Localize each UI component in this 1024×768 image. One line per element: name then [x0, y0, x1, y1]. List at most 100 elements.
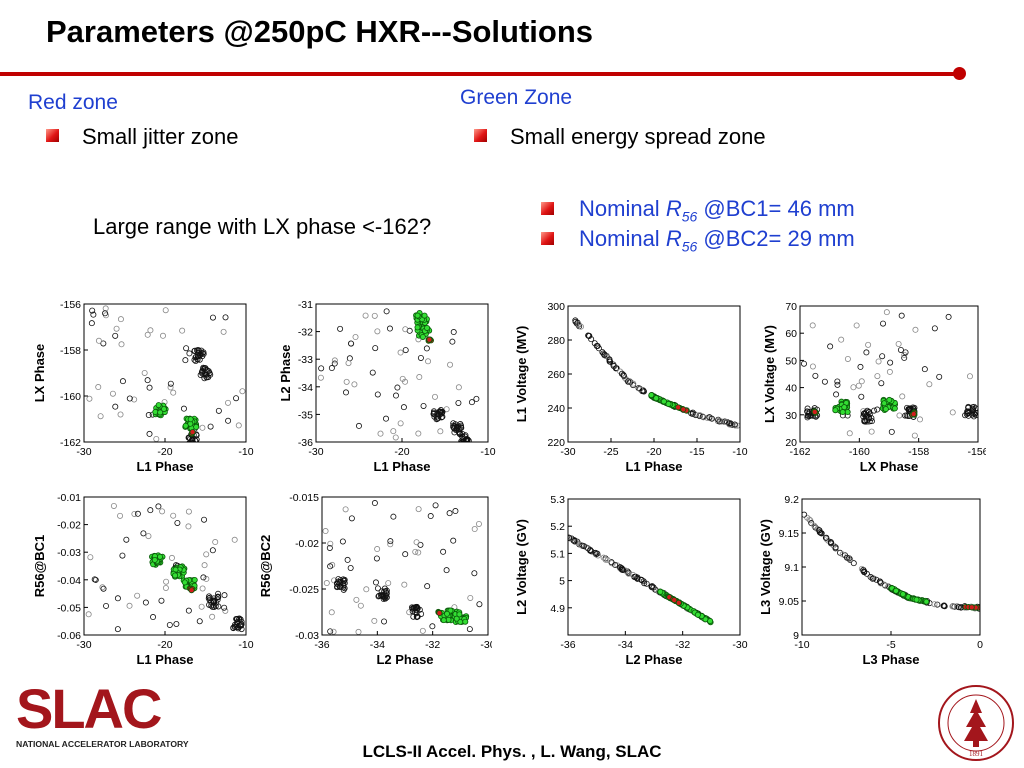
- grey-point: [402, 378, 409, 385]
- grey-point: [131, 510, 138, 517]
- black-point: [433, 416, 440, 423]
- green-point: [899, 591, 906, 598]
- plot-frame: [801, 498, 981, 636]
- black-point: [870, 575, 877, 582]
- black-point: [879, 353, 886, 360]
- x-tick-label: 0: [977, 639, 983, 651]
- x-tick-label: -30: [732, 639, 747, 651]
- title-divider: [0, 72, 960, 76]
- grey-point: [397, 349, 404, 356]
- grey-point: [691, 411, 698, 418]
- black-point: [843, 554, 850, 561]
- black-point: [903, 412, 910, 419]
- y-tick-label: 20: [785, 437, 797, 449]
- grey-point: [954, 603, 961, 610]
- chart-r56-bc2-vs-l2-phase: -36 -34 -32 -30 -0.015 -0.02 -0.025 -0.03 L2 Pha…: [256, 487, 492, 673]
- black-point: [210, 597, 217, 604]
- black-point: [850, 560, 857, 567]
- grey-point: [170, 389, 177, 396]
- grey-point: [600, 554, 607, 561]
- black-point: [471, 570, 478, 577]
- x-axis-label: L2 Phase: [625, 652, 682, 667]
- black-point: [112, 403, 119, 410]
- black-point: [435, 415, 442, 422]
- black-point: [337, 577, 344, 584]
- black-point: [100, 340, 107, 347]
- grey-point: [371, 617, 378, 624]
- black-point: [901, 354, 908, 361]
- black-point: [610, 362, 617, 369]
- y-tick-label: -0.025: [289, 584, 319, 596]
- black-point: [888, 428, 895, 435]
- grey-point: [317, 374, 324, 381]
- black-point: [328, 365, 335, 372]
- grey-point: [637, 386, 644, 393]
- grey-point: [875, 358, 882, 365]
- black-point: [430, 409, 437, 416]
- black-point: [348, 515, 355, 522]
- y-tick-label: -31: [298, 299, 313, 311]
- grey-point: [109, 390, 116, 397]
- black-point: [863, 349, 870, 356]
- y-tick-label: -0.03: [57, 547, 81, 559]
- black-point: [921, 366, 928, 373]
- grey-point: [343, 378, 350, 385]
- black-point: [206, 593, 213, 600]
- black-point: [192, 438, 199, 442]
- black-point: [134, 510, 141, 517]
- grey-point: [855, 382, 862, 389]
- black-point: [592, 549, 599, 556]
- black-point: [126, 395, 133, 402]
- black-point: [355, 422, 362, 429]
- grey-point: [838, 336, 845, 343]
- black-point: [861, 569, 868, 576]
- y-tick-label: 9.1: [784, 562, 799, 574]
- black-point: [402, 551, 409, 558]
- grey-point: [168, 554, 175, 561]
- black-point: [144, 377, 151, 384]
- black-point: [450, 329, 457, 336]
- x-tick-label: -10: [480, 446, 495, 458]
- grey-point: [159, 332, 166, 339]
- black-point: [473, 395, 480, 402]
- grey-point: [447, 361, 454, 368]
- x-tick-label: -158: [908, 446, 929, 458]
- black-point: [199, 353, 206, 360]
- grey-point: [144, 331, 151, 338]
- grey-point: [199, 424, 206, 431]
- black-point: [341, 576, 348, 583]
- black-point: [114, 626, 121, 633]
- black-point: [457, 431, 464, 438]
- y-tick-label: 5.1: [550, 548, 565, 560]
- plot-border: [799, 305, 979, 443]
- slac-tagline: NATIONAL ACCELERATOR LABORATORY: [16, 739, 189, 749]
- y-tick-label: 30: [785, 410, 797, 422]
- y-tick-label: 4.9: [550, 603, 565, 615]
- grey-point: [846, 430, 853, 437]
- grey-point: [198, 603, 205, 610]
- black-point: [340, 586, 347, 593]
- grey-point: [455, 384, 462, 391]
- red-zone-heading: Red zone: [28, 91, 118, 114]
- grey-point: [575, 321, 582, 328]
- y-tick-label: -0.05: [57, 602, 81, 614]
- data-layer: [572, 317, 740, 429]
- slide-title: Parameters @250pC HXR---Solutions: [46, 14, 594, 49]
- grey-point: [345, 360, 352, 367]
- black-point: [318, 365, 325, 372]
- green-point: [923, 598, 930, 605]
- black-point: [934, 601, 941, 608]
- grey-point: [966, 373, 973, 380]
- grey-point: [437, 428, 444, 435]
- black-point: [965, 412, 972, 419]
- black-point: [699, 413, 706, 420]
- grey-point: [141, 369, 148, 376]
- black-point: [414, 613, 421, 620]
- black-point: [878, 380, 885, 387]
- grey-point: [625, 570, 632, 577]
- grey-point: [162, 307, 169, 314]
- black-point: [587, 546, 594, 553]
- black-point: [383, 308, 390, 315]
- black-point: [804, 405, 811, 412]
- black-point: [238, 621, 245, 628]
